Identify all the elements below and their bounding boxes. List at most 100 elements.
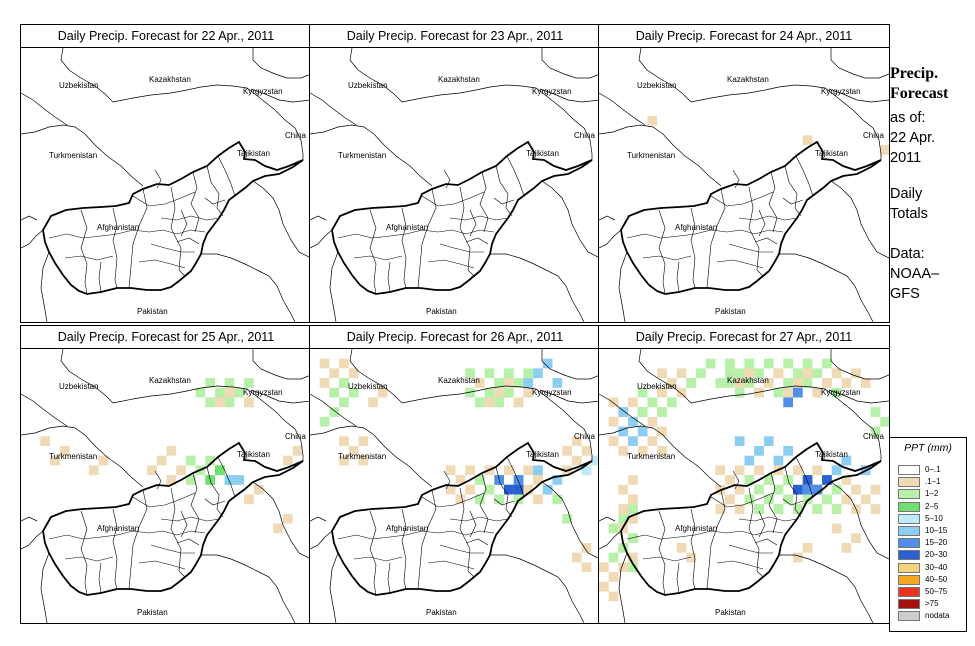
precip-cell bbox=[282, 455, 293, 466]
province-border bbox=[495, 466, 513, 518]
legend-label: 10–15 bbox=[925, 526, 948, 535]
precip-cell bbox=[647, 115, 658, 126]
precip-cell bbox=[504, 465, 514, 476]
precip-cell bbox=[744, 358, 755, 369]
province-border bbox=[80, 510, 88, 596]
precip-cell bbox=[571, 552, 582, 563]
label-tajikistan: Tajikistan bbox=[526, 149, 559, 158]
panel-map: Uzbekistan Kazakhstan Kyrgyzstan China Turkm… bbox=[599, 349, 889, 623]
country-border bbox=[830, 180, 889, 259]
precip-cell bbox=[822, 378, 832, 388]
legend-label: 1–2 bbox=[925, 489, 939, 499]
province-border bbox=[479, 472, 489, 534]
precip-cell bbox=[812, 484, 823, 495]
country-border bbox=[690, 84, 864, 121]
precip-cell bbox=[273, 523, 283, 534]
precip-cell bbox=[339, 358, 349, 369]
precip-cell bbox=[608, 572, 619, 582]
province-border bbox=[495, 165, 513, 217]
province-border bbox=[690, 508, 696, 590]
province-border bbox=[353, 255, 403, 261]
data-source-gfs: GFS bbox=[890, 286, 920, 302]
precip-cell bbox=[628, 494, 638, 505]
country-border bbox=[252, 48, 311, 79]
legend-label: nodata bbox=[925, 611, 950, 621]
province-border bbox=[132, 492, 196, 508]
province-border bbox=[493, 498, 515, 506]
precip-cell bbox=[339, 455, 349, 466]
precip-cell bbox=[504, 387, 514, 398]
province-border bbox=[80, 209, 88, 295]
precip-cell bbox=[618, 484, 629, 495]
country-border bbox=[21, 530, 44, 550]
precip-cell bbox=[494, 494, 504, 505]
legend-row: 20–30 bbox=[898, 550, 964, 561]
precip-cell bbox=[224, 475, 235, 485]
precip-cell bbox=[348, 446, 359, 456]
label-pakistan: Pakistan bbox=[426, 608, 457, 617]
precip-cell bbox=[533, 465, 543, 476]
precip-cell bbox=[841, 455, 852, 466]
country-border bbox=[599, 425, 722, 488]
province-border bbox=[443, 470, 451, 490]
legend-swatch bbox=[898, 587, 920, 597]
precip-cell bbox=[581, 446, 592, 456]
label-turkmenistan: Turkmenistan bbox=[338, 151, 386, 160]
precip-cell bbox=[802, 378, 813, 388]
province-border bbox=[506, 456, 525, 498]
province-border bbox=[138, 560, 186, 570]
legend-row: nodata bbox=[898, 611, 964, 622]
precip-cell bbox=[215, 387, 225, 398]
precip-cell bbox=[666, 397, 677, 408]
precip-cell bbox=[802, 475, 813, 485]
precip-cell bbox=[628, 552, 638, 563]
precip-cell bbox=[455, 494, 466, 505]
precip-map: Uzbekistan Kazakhstan Kyrgyzstan China Turkm… bbox=[310, 48, 600, 322]
country-border bbox=[599, 229, 622, 249]
afghanistan-outline bbox=[331, 140, 593, 295]
legend-row: 50–75 bbox=[898, 587, 964, 598]
legend-row: 5–10 bbox=[898, 513, 964, 525]
country-border bbox=[21, 215, 38, 221]
sidebar-title: Precip. Forecast bbox=[890, 64, 948, 104]
precip-cell bbox=[763, 494, 774, 505]
label-iran: Iran bbox=[41, 321, 55, 322]
precip-cell bbox=[329, 407, 340, 417]
province-border bbox=[465, 538, 489, 546]
label-kazakhstan: Kazakhstan bbox=[149, 376, 191, 385]
precip-cell bbox=[763, 475, 774, 485]
province-border bbox=[48, 233, 118, 239]
legend-row: 40–50 bbox=[898, 574, 964, 586]
precip-cell bbox=[831, 465, 842, 476]
label-pakistan: Pakistan bbox=[715, 608, 746, 617]
precip-cell bbox=[754, 484, 764, 495]
province-border bbox=[176, 538, 200, 546]
precip-cell bbox=[793, 368, 803, 379]
precip-cell bbox=[445, 484, 456, 495]
precip-cell bbox=[244, 397, 254, 408]
precip-cell bbox=[608, 552, 619, 563]
label-turkmenistan: Turkmenistan bbox=[338, 452, 386, 461]
province-border bbox=[160, 516, 220, 522]
country-border bbox=[599, 215, 616, 221]
precip-cell bbox=[725, 378, 735, 388]
panel-title: Daily Precip. Forecast for 26 Apr., 2011 bbox=[310, 326, 600, 349]
precip-cell bbox=[618, 562, 629, 573]
totals-label: Totals bbox=[890, 206, 928, 222]
legend-swatch bbox=[898, 513, 920, 524]
precip-cell bbox=[484, 397, 495, 408]
country-border bbox=[252, 481, 311, 560]
precip-cell bbox=[465, 387, 475, 398]
precip-cell bbox=[339, 378, 349, 388]
label-afghanistan: Afghanistan bbox=[386, 223, 428, 232]
province-border bbox=[784, 165, 802, 217]
country-border bbox=[60, 349, 114, 404]
province-border bbox=[154, 470, 162, 490]
precip-cell bbox=[734, 465, 745, 476]
precip-cell bbox=[581, 562, 592, 573]
precip-cell bbox=[465, 465, 475, 476]
province-border bbox=[782, 197, 804, 205]
province-border bbox=[150, 544, 195, 554]
country-border bbox=[310, 92, 357, 126]
precip-cell bbox=[744, 378, 755, 388]
